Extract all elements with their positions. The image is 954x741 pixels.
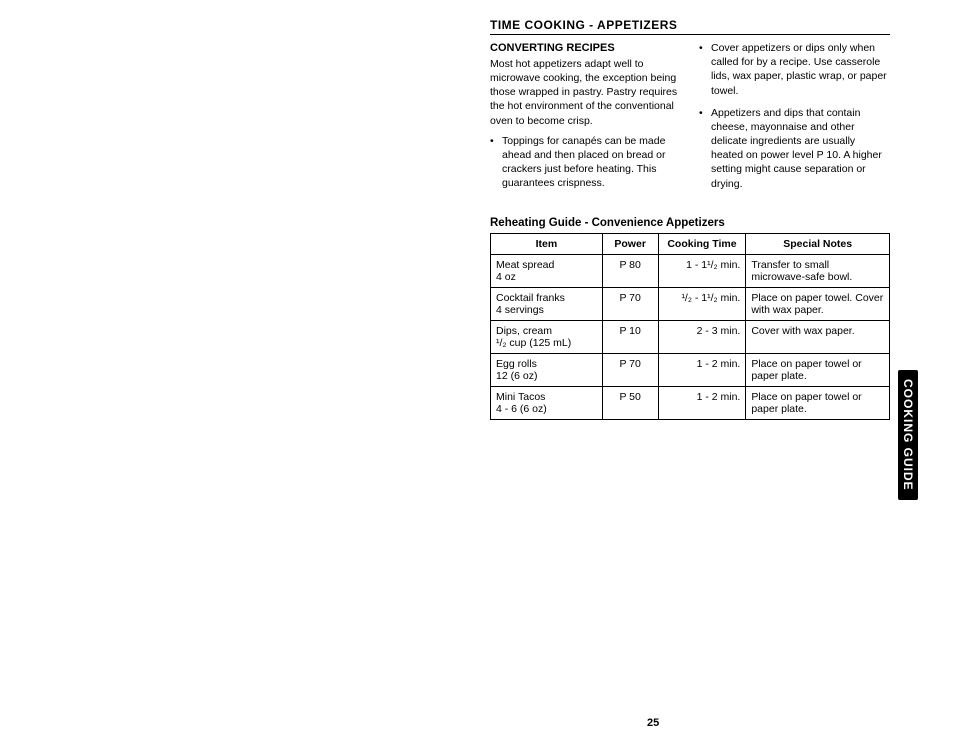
cell-time: 1 - 2 min. <box>658 353 746 386</box>
cell-notes: Place on paper towel or paper plate. <box>746 353 890 386</box>
cell-notes: Place on paper towel or paper plate. <box>746 386 890 419</box>
cell-item: Egg rolls12 (6 oz) <box>491 353 603 386</box>
page-number: 25 <box>647 717 659 729</box>
th-notes: Special Notes <box>746 233 890 254</box>
cell-item: Meat spread4 oz <box>491 254 603 287</box>
right-bullet-list: Cover appetizers or dips only when calle… <box>699 41 890 191</box>
table-heading: Reheating Guide - Convenience Appetizers <box>490 217 890 229</box>
cell-notes: Transfer to small microwave-safe bowl. <box>746 254 890 287</box>
left-bullet-list: Toppings for canapés can be made ahead a… <box>490 134 681 191</box>
table-body: Meat spread4 oz P 80 1 - 1¹/₂ min. Trans… <box>491 254 890 419</box>
page-container: TIME COOKING - APPETIZERS CONVERTING REC… <box>0 0 954 741</box>
cell-notes: Cover with wax paper. <box>746 320 890 353</box>
table-row: Dips, cream¹/₂ cup (125 mL) P 10 2 - 3 m… <box>491 320 890 353</box>
reheating-guide-table: Item Power Cooking Time Special Notes Me… <box>490 233 890 420</box>
left-bullet-item: Toppings for canapés can be made ahead a… <box>490 134 681 191</box>
right-column: Cover appetizers or dips only when calle… <box>699 41 890 199</box>
cell-notes: Place on paper towel. Cover with wax pap… <box>746 287 890 320</box>
cell-item: Dips, cream¹/₂ cup (125 mL) <box>491 320 603 353</box>
side-tab-cooking-guide: COOKING GUIDE <box>898 370 918 500</box>
cell-power: P 70 <box>602 353 658 386</box>
table-row: Egg rolls12 (6 oz) P 70 1 - 2 min. Place… <box>491 353 890 386</box>
converting-intro: Most hot appetizers adapt well to microw… <box>490 57 681 128</box>
cell-power: P 80 <box>602 254 658 287</box>
table-row: Cocktail franks4 servings P 70 ¹/₂ - 1¹/… <box>491 287 890 320</box>
converting-columns: CONVERTING RECIPES Most hot appetizers a… <box>490 41 890 199</box>
section-title: TIME COOKING - APPETIZERS <box>490 18 890 35</box>
converting-heading: CONVERTING RECIPES <box>490 41 681 56</box>
th-time: Cooking Time <box>658 233 746 254</box>
cell-time: 1 - 1¹/₂ min. <box>658 254 746 287</box>
table-row: Meat spread4 oz P 80 1 - 1¹/₂ min. Trans… <box>491 254 890 287</box>
cell-item: Mini Tacos4 - 6 (6 oz) <box>491 386 603 419</box>
cell-power: P 70 <box>602 287 658 320</box>
cell-item: Cocktail franks4 servings <box>491 287 603 320</box>
cell-time: 1 - 2 min. <box>658 386 746 419</box>
table-row: Mini Tacos4 - 6 (6 oz) P 50 1 - 2 min. P… <box>491 386 890 419</box>
th-item: Item <box>491 233 603 254</box>
cell-power: P 10 <box>602 320 658 353</box>
left-column: CONVERTING RECIPES Most hot appetizers a… <box>490 41 681 199</box>
cell-power: P 50 <box>602 386 658 419</box>
right-bullet-item: Appetizers and dips that contain cheese,… <box>699 106 890 191</box>
cell-time: 2 - 3 min. <box>658 320 746 353</box>
th-power: Power <box>602 233 658 254</box>
table-header-row: Item Power Cooking Time Special Notes <box>491 233 890 254</box>
right-bullet-item: Cover appetizers or dips only when calle… <box>699 41 890 98</box>
cell-time: ¹/₂ - 1¹/₂ min. <box>658 287 746 320</box>
